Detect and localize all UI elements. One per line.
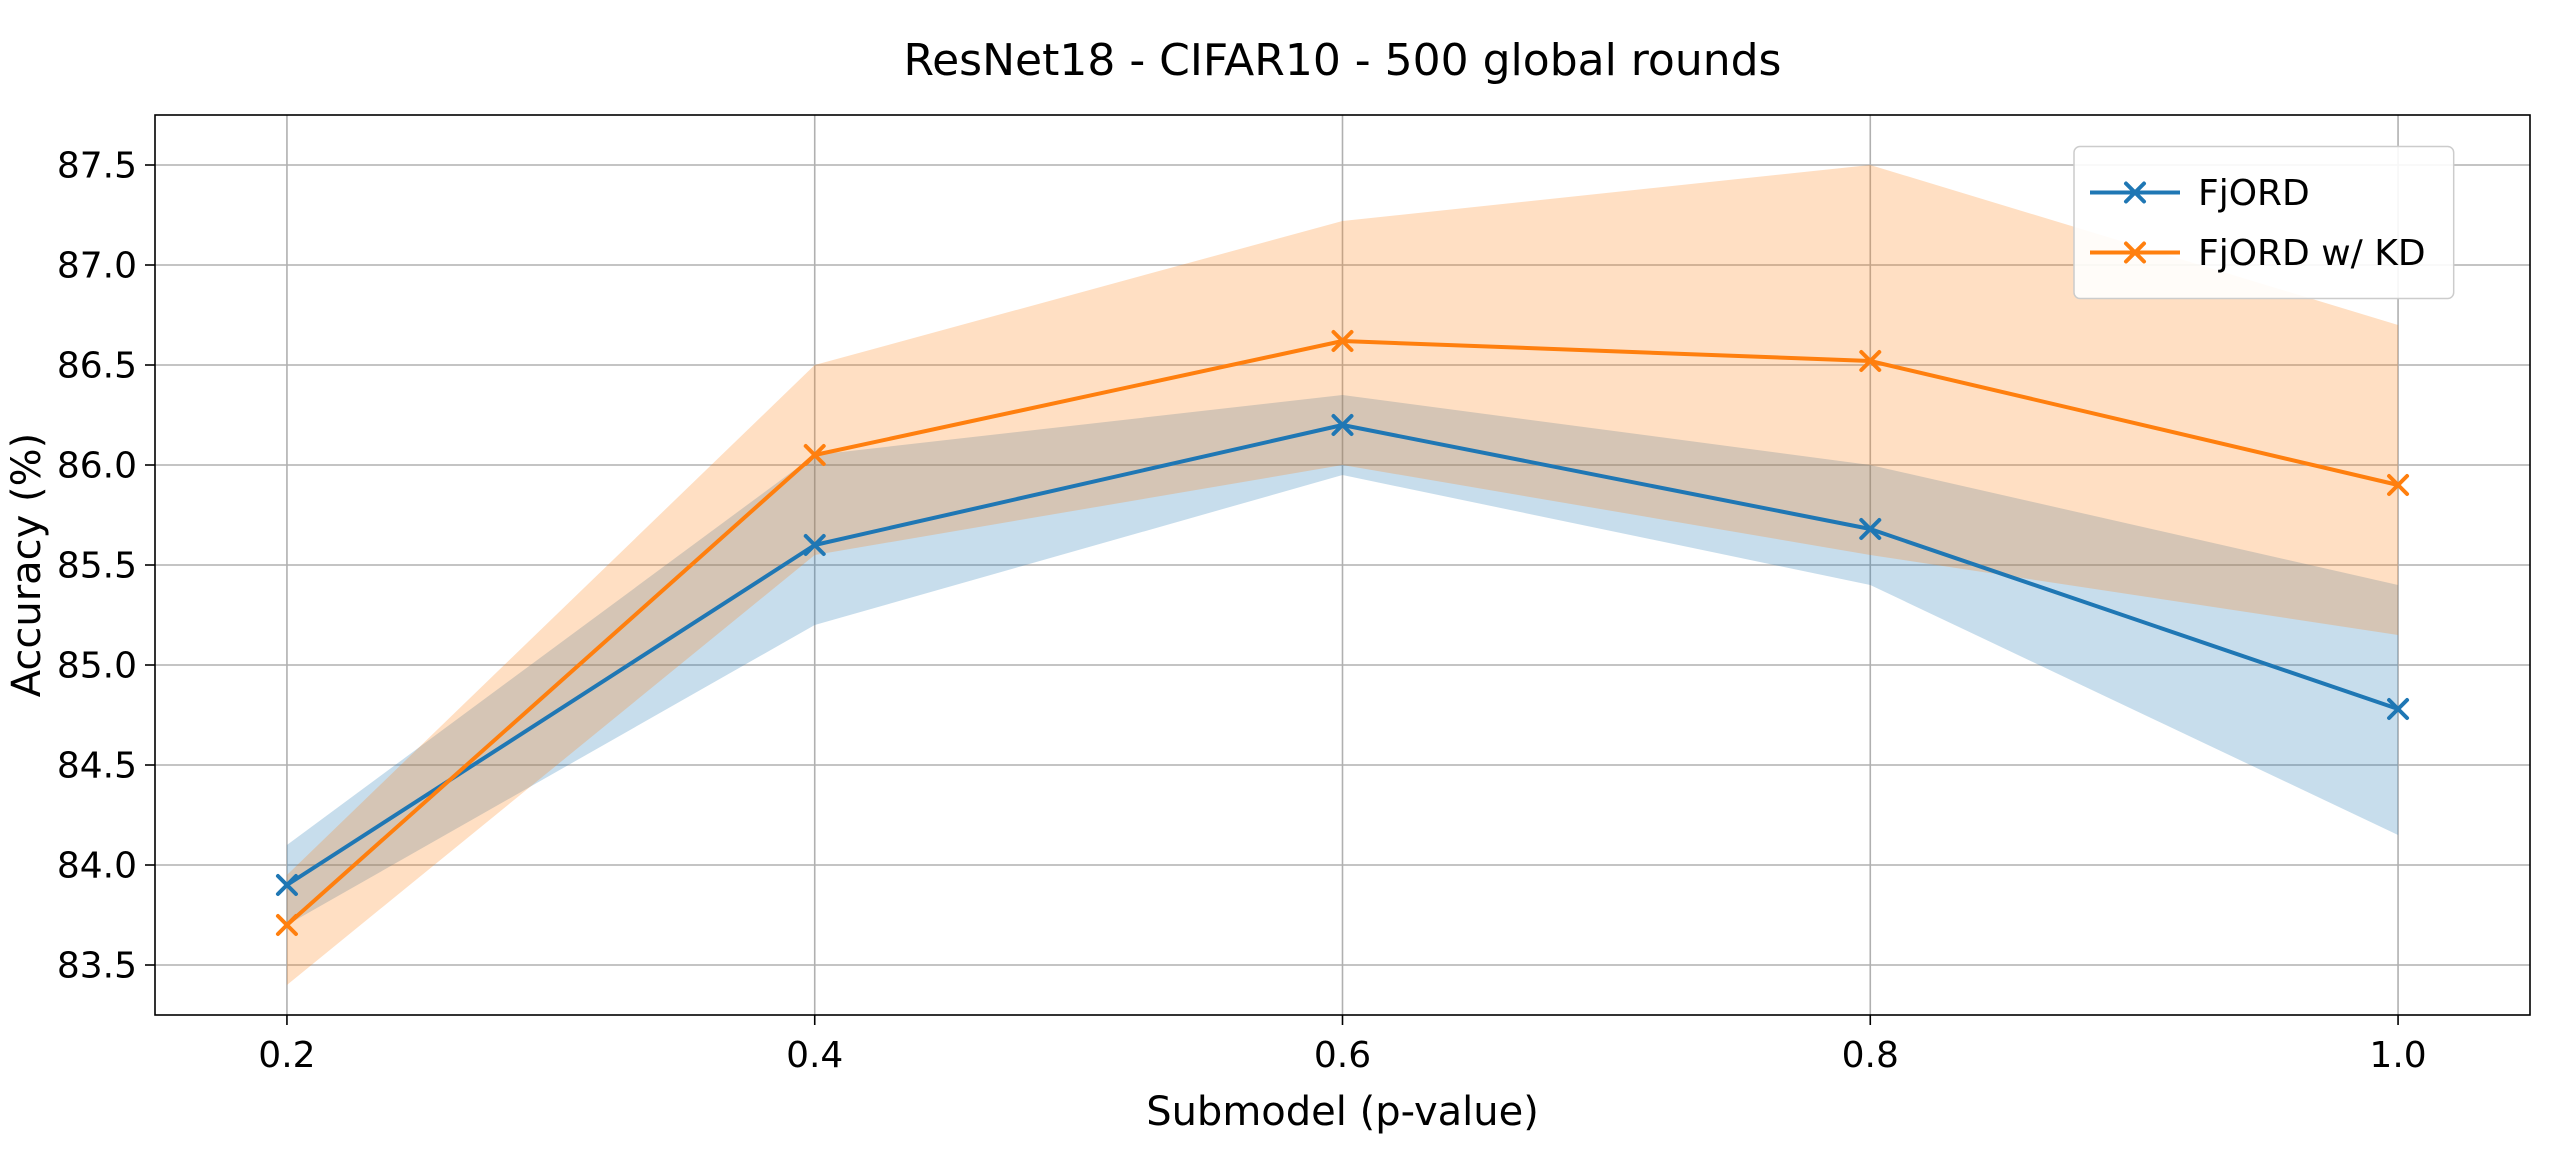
x-tick-label: 0.6 xyxy=(1314,1035,1371,1076)
y-tick-label: 83.5 xyxy=(57,946,137,987)
legend-label: FjORD xyxy=(2198,173,2310,214)
x-tick-label: 1.0 xyxy=(2369,1035,2426,1076)
y-tick-label: 84.0 xyxy=(57,846,137,887)
y-tick-label: 87.0 xyxy=(57,246,137,287)
x-tick-label: 0.2 xyxy=(258,1035,315,1076)
chart-container: 0.2 0.4 0.6 0.8 1.0 83.5 84.0 84.5 85.0 85.5 86.0 8… xyxy=(0,0,2565,1176)
x-tick-label: 0.4 xyxy=(786,1035,843,1076)
y-tick-label: 85.5 xyxy=(57,546,137,587)
y-tick-label: 86.0 xyxy=(57,446,137,487)
y-axis-label: Accuracy (%) xyxy=(4,433,50,698)
x-tick-label: 0.8 xyxy=(1842,1035,1899,1076)
y-tick-label: 86.5 xyxy=(57,346,137,387)
chart-title: ResNet18 - CIFAR10 - 500 global rounds xyxy=(904,35,1782,86)
line-chart: 0.2 0.4 0.6 0.8 1.0 83.5 84.0 84.5 85.0 85.5 86.0 8… xyxy=(0,0,2565,1176)
y-tick-label: 85.0 xyxy=(57,646,137,687)
x-axis-label: Submodel (p-value) xyxy=(1146,1089,1539,1135)
y-tick-label: 87.5 xyxy=(57,146,137,187)
legend: FjORD FjORD w/ KD xyxy=(2074,147,2454,299)
legend-box xyxy=(2074,147,2454,299)
legend-label: FjORD w/ KD xyxy=(2198,233,2426,274)
y-tick-label: 84.5 xyxy=(57,746,137,787)
